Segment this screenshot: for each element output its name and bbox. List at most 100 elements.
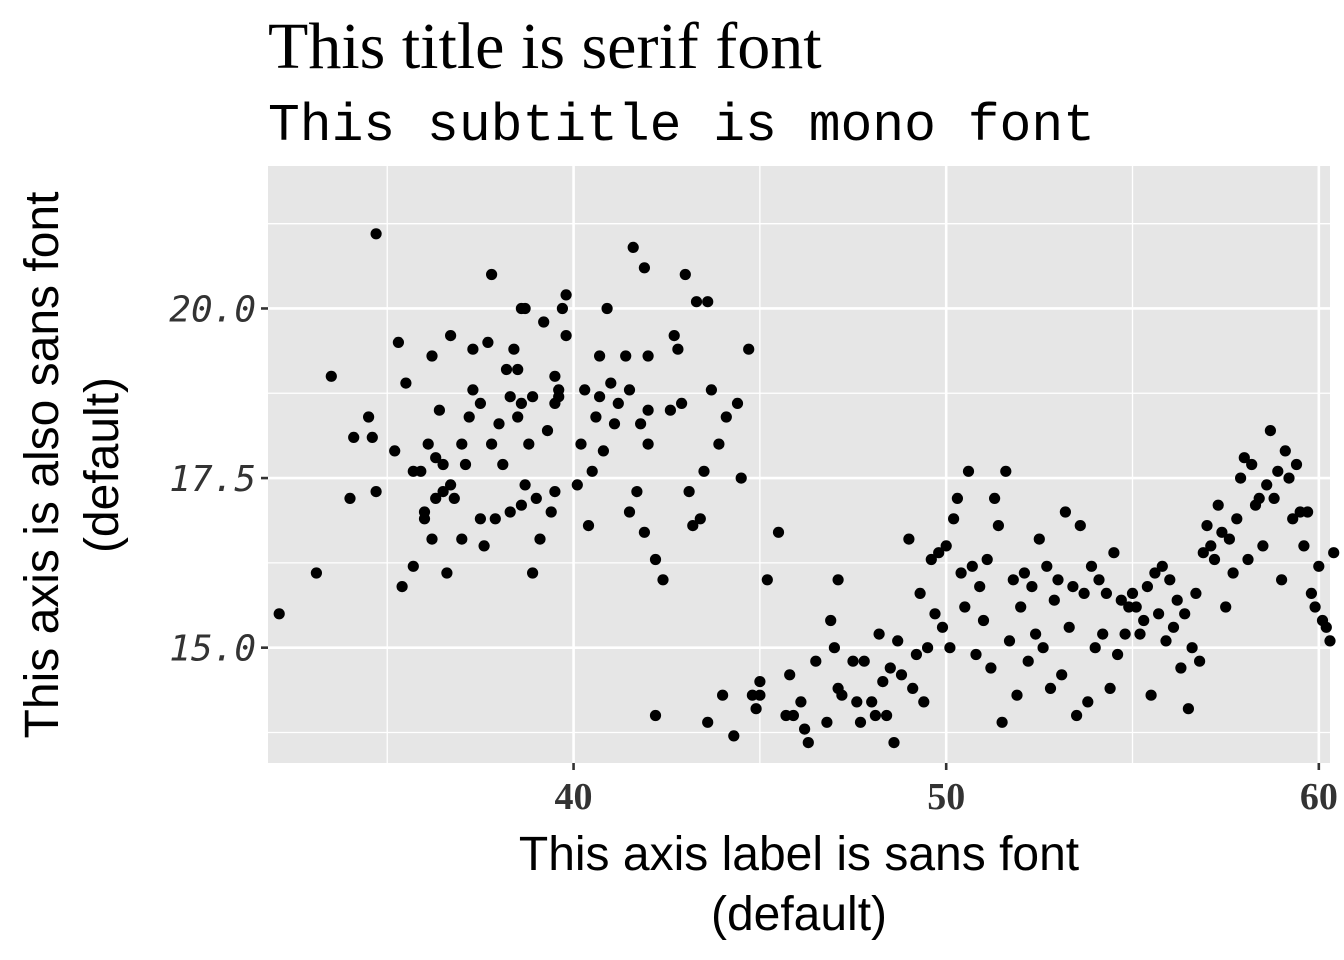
data-point (933, 547, 945, 559)
data-point (612, 397, 624, 409)
data-point (1324, 635, 1336, 647)
data-point (1141, 581, 1153, 593)
data-point (366, 431, 378, 443)
data-point (1186, 642, 1198, 654)
data-point (1302, 506, 1314, 518)
data-point (553, 391, 565, 403)
data-point (772, 526, 785, 538)
data-point (1082, 696, 1094, 708)
data-point (493, 418, 505, 430)
data-point (474, 513, 486, 525)
data-point (1153, 608, 1165, 620)
data-point (1003, 635, 1016, 647)
data-point (527, 391, 539, 403)
data-point (441, 567, 453, 579)
data-point (586, 465, 598, 477)
data-point (1320, 621, 1332, 633)
data-point (1216, 526, 1228, 538)
data-point (504, 506, 516, 518)
data-point (1112, 648, 1124, 661)
data-point (601, 302, 613, 315)
data-point (1160, 635, 1172, 647)
data-point (325, 370, 337, 382)
data-point (750, 703, 762, 715)
data-point (1231, 513, 1243, 525)
data-point (1041, 560, 1053, 572)
x-tick-label: 40 (555, 776, 593, 818)
data-point (694, 513, 706, 525)
data-point (1052, 574, 1064, 586)
data-point (925, 553, 937, 566)
data-point (541, 425, 554, 437)
data-point (1235, 472, 1247, 484)
data-point (679, 268, 691, 281)
data-point (1074, 520, 1086, 532)
data-point (1279, 445, 1291, 457)
data-point (683, 486, 695, 498)
data-point (936, 621, 949, 633)
data-point (996, 716, 1008, 728)
data-point (478, 540, 490, 552)
data-point (1182, 703, 1194, 715)
data-point (445, 479, 457, 491)
data-point (571, 479, 583, 491)
data-point (810, 655, 822, 667)
data-point (1175, 662, 1187, 674)
data-point (743, 343, 755, 355)
data-point (467, 343, 479, 355)
data-point (1018, 567, 1030, 579)
data-point (310, 567, 322, 579)
data-point (731, 397, 744, 409)
data-point (1089, 642, 1101, 654)
data-point (735, 472, 747, 484)
data-point (717, 689, 729, 701)
data-point (888, 737, 900, 749)
data-point (1283, 472, 1295, 484)
data-point (620, 350, 632, 362)
data-point (1108, 547, 1120, 559)
data-point (1104, 682, 1116, 695)
data-point (430, 492, 442, 504)
data-point (1220, 601, 1232, 613)
data-point (1287, 513, 1299, 525)
data-point (1134, 628, 1146, 640)
chart-subtitle: This subtitle is mono font (268, 96, 1095, 156)
data-point (687, 520, 699, 532)
data-point (486, 268, 498, 281)
data-point (1033, 533, 1045, 545)
data-point (929, 608, 941, 620)
data-point (642, 404, 654, 416)
data-point (1309, 601, 1321, 613)
data-point (605, 377, 617, 389)
data-point (1097, 628, 1109, 640)
data-point (907, 682, 919, 695)
data-point (1257, 540, 1269, 552)
data-point (1268, 492, 1280, 504)
data-point (854, 716, 867, 728)
data-point (1115, 594, 1127, 606)
data-point (642, 350, 654, 362)
data-point (989, 492, 1001, 504)
y-tick-label: 20.0 (169, 289, 256, 330)
data-point (631, 486, 643, 498)
data-point (392, 336, 404, 348)
data-point (847, 655, 859, 667)
data-point (348, 431, 360, 443)
y-axis-label-line2: (default) (76, 377, 129, 553)
y-tick-label: 15.0 (169, 629, 256, 670)
data-point (1272, 465, 1284, 477)
data-point (825, 614, 837, 627)
data-point (627, 241, 639, 253)
data-point (418, 506, 431, 518)
data-point (515, 397, 528, 409)
data-point (1000, 465, 1012, 477)
data-point (784, 669, 796, 681)
data-point (787, 709, 800, 722)
data-point (512, 363, 524, 376)
data-point (396, 581, 408, 593)
data-point (1171, 594, 1183, 606)
data-point (556, 302, 569, 315)
data-point (1205, 540, 1217, 552)
data-point (962, 465, 975, 477)
data-point (467, 384, 479, 396)
